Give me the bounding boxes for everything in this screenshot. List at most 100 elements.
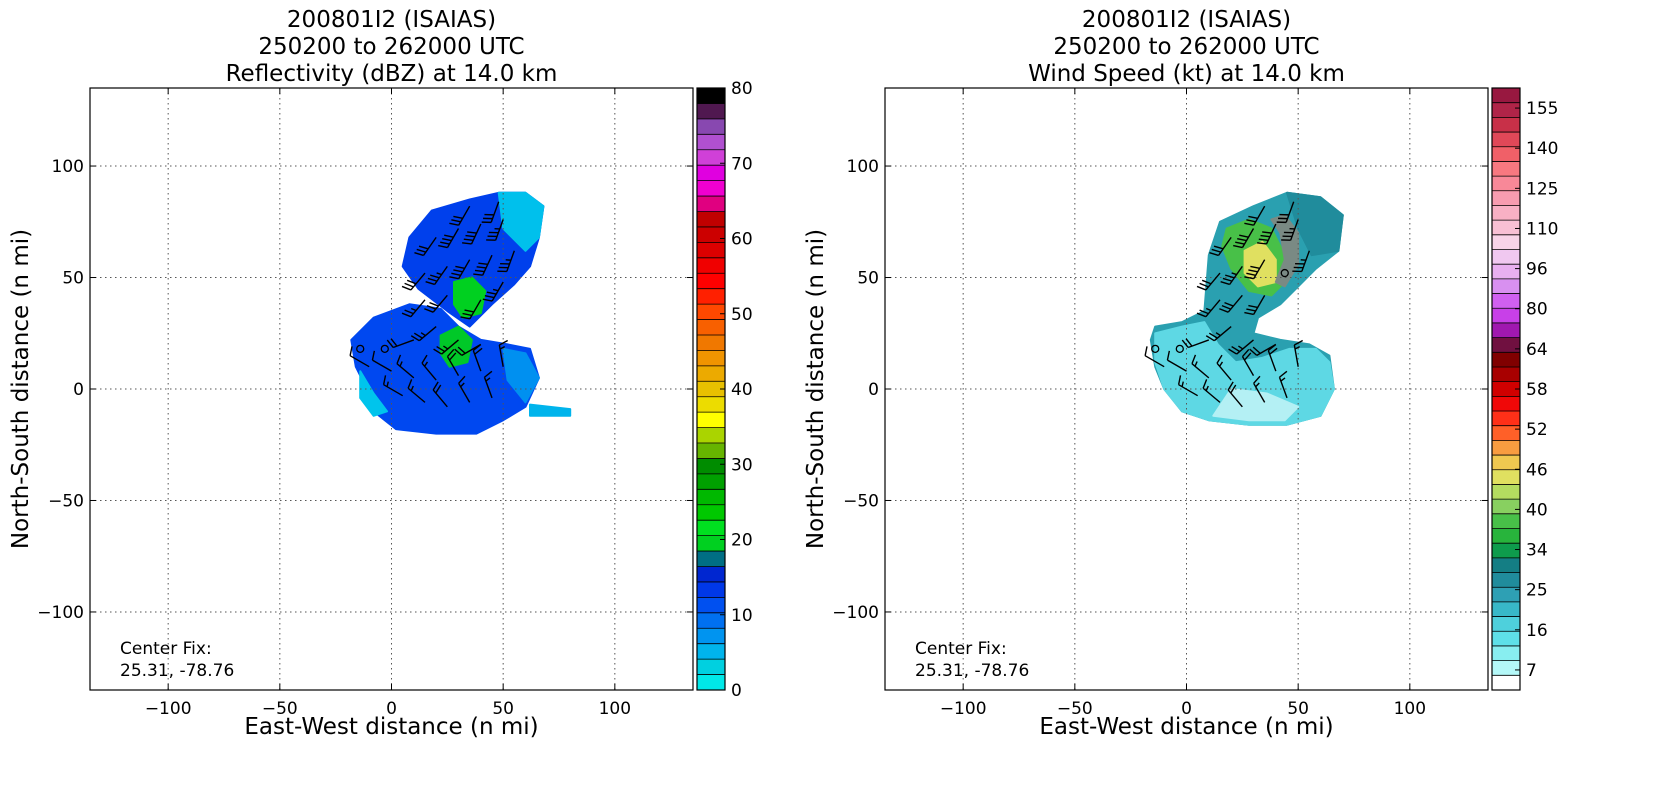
wind-barb-calm bbox=[380, 344, 389, 354]
colorbar-swatch bbox=[697, 288, 725, 305]
wind-barb bbox=[407, 379, 426, 403]
colorbar-swatch bbox=[697, 473, 725, 490]
colorbar-swatch bbox=[697, 304, 725, 320]
wind-barb bbox=[1202, 379, 1221, 403]
wind-barb bbox=[1205, 326, 1232, 342]
y-tick-label: −50 bbox=[843, 491, 879, 511]
colorbar-swatch bbox=[697, 273, 725, 290]
x-tick-label: 100 bbox=[599, 699, 631, 719]
colorbar-swatch bbox=[697, 520, 725, 537]
x-tick-label: −50 bbox=[262, 699, 298, 719]
wind-barb bbox=[386, 338, 415, 349]
field-region-south-east-light bbox=[502, 347, 540, 404]
x-axis-label: East-West distance (n mi) bbox=[1039, 714, 1333, 740]
colorbar-swatch bbox=[1492, 205, 1520, 221]
colorbar-swatch bbox=[697, 396, 725, 413]
y-tick-label: 0 bbox=[73, 380, 84, 400]
wind-barb bbox=[382, 375, 404, 397]
colorbar-swatch bbox=[697, 566, 725, 583]
wind-barb bbox=[498, 339, 509, 367]
x-tick-label: 50 bbox=[492, 699, 514, 719]
colorbar-swatch bbox=[697, 242, 725, 259]
wind-barb bbox=[396, 354, 415, 379]
colorbar-swatch bbox=[697, 612, 725, 629]
colorbar-swatch bbox=[1492, 425, 1520, 441]
wind-barb bbox=[1219, 294, 1243, 313]
colorbar-swatch bbox=[1492, 572, 1520, 588]
colorbar-tick-label: 70 bbox=[731, 154, 753, 174]
colorbar-swatch bbox=[697, 581, 725, 598]
wind-barb bbox=[454, 343, 482, 357]
wind-barb bbox=[349, 346, 370, 368]
colorbar-swatch bbox=[1492, 675, 1520, 691]
colorbar-swatch bbox=[697, 643, 725, 660]
wind-barb bbox=[401, 299, 426, 318]
wind-barb bbox=[410, 326, 437, 342]
colorbar-swatch bbox=[697, 674, 725, 691]
wind-barb-calm bbox=[1151, 344, 1160, 354]
wind-barb bbox=[1209, 236, 1232, 257]
wind-barb bbox=[424, 294, 448, 313]
field-region-south-west-cyan bbox=[359, 370, 388, 417]
colorbar-swatch bbox=[1492, 308, 1520, 324]
wind-barb-calm bbox=[1175, 344, 1184, 354]
wind-barb bbox=[1278, 370, 1288, 399]
colorbar-swatch bbox=[1492, 631, 1520, 647]
colorbar-swatch bbox=[697, 180, 725, 197]
chart-panel-1: 200801I2 (ISAIAS)250200 to 262000 UTCRef… bbox=[8, 7, 753, 740]
wind-barb bbox=[482, 281, 504, 302]
wind-barb-calm bbox=[356, 344, 365, 354]
colorbar-swatch bbox=[697, 551, 725, 567]
x-tick-label: 0 bbox=[1181, 699, 1192, 719]
chart-title-line: 250200 to 262000 UTC bbox=[1053, 34, 1319, 60]
wind-barbs bbox=[349, 201, 515, 408]
colorbar-swatch bbox=[1492, 249, 1520, 265]
y-axis-label: North-South distance (n mi) bbox=[8, 229, 34, 549]
wind-barb bbox=[1216, 354, 1232, 381]
colorbar-swatch bbox=[697, 443, 725, 459]
colorbar-swatch bbox=[697, 489, 725, 506]
wind-barbs bbox=[1144, 201, 1310, 408]
wind-barb bbox=[1293, 339, 1304, 367]
chart-title-line: Reflectivity (dBZ) at 14.0 km bbox=[226, 61, 558, 87]
wind-barb bbox=[1244, 259, 1266, 280]
colorbar-swatch bbox=[697, 504, 725, 521]
wind-barb bbox=[1241, 349, 1255, 376]
wind-barb bbox=[1227, 381, 1243, 408]
colorbar-swatch bbox=[1492, 660, 1520, 676]
center-fix-annotation: Center Fix: bbox=[120, 639, 212, 659]
y-tick-label: 50 bbox=[857, 269, 879, 289]
colorbar-swatch bbox=[697, 134, 725, 151]
wind-barb bbox=[1253, 375, 1266, 403]
colorbar-swatch bbox=[697, 319, 725, 336]
colorbar-swatch bbox=[697, 381, 725, 398]
colorbar-swatch bbox=[1492, 190, 1520, 206]
chart-title-line: 200801I2 (ISAIAS) bbox=[1082, 7, 1291, 33]
colorbar-swatch bbox=[697, 628, 725, 645]
colorbar-swatch bbox=[697, 597, 725, 614]
wind-barb bbox=[371, 350, 392, 372]
colorbar-swatch bbox=[1492, 557, 1520, 573]
wind-barb bbox=[449, 205, 471, 226]
colorbar-tick-label: 125 bbox=[1526, 179, 1558, 199]
colorbar-swatch bbox=[697, 211, 725, 228]
colorbar-swatch bbox=[697, 103, 725, 120]
colorbar-swatch bbox=[1492, 411, 1520, 427]
colorbar-swatch bbox=[1492, 146, 1520, 162]
wind-barb bbox=[414, 236, 437, 257]
colorbar-swatch bbox=[697, 365, 725, 382]
colorbar-tick-label: 80 bbox=[1526, 300, 1548, 320]
colorbar-swatch bbox=[1492, 543, 1520, 559]
colorbar-tick-label: 40 bbox=[731, 380, 753, 400]
x-tick-label: −100 bbox=[145, 699, 192, 719]
colorbar-swatch bbox=[1492, 381, 1520, 397]
chart-title-line: Wind Speed (kt) at 14.0 km bbox=[1028, 61, 1345, 87]
colorbar-tick-label: 25 bbox=[1526, 581, 1548, 601]
colorbar-swatch bbox=[1492, 484, 1520, 500]
colorbar-tick-label: 52 bbox=[1526, 420, 1548, 440]
colorbar-swatch bbox=[1492, 499, 1520, 515]
wind-barb bbox=[1244, 295, 1266, 316]
colorbar-swatch bbox=[697, 427, 725, 444]
field-region-south-cyan bbox=[1154, 321, 1335, 426]
